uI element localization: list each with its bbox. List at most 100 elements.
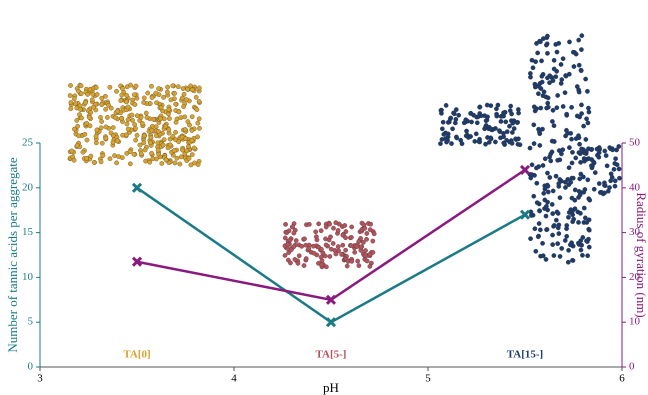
molecule-atom	[551, 211, 555, 215]
chart: pH Number of tannic acids per aggregate …	[0, 0, 648, 395]
molecule-atom	[187, 156, 191, 160]
molecule-atom	[579, 103, 583, 107]
molecule-atom	[535, 181, 539, 185]
molecule-atom	[485, 103, 489, 107]
molecule-atom	[587, 228, 591, 232]
molecule-atom	[368, 222, 372, 226]
molecule-atom	[597, 155, 601, 159]
molecule-atom	[343, 236, 347, 240]
molecule-atom	[586, 156, 590, 160]
molecule-atom	[442, 132, 446, 136]
molecule-atom	[476, 115, 480, 119]
annotation: TA[5-]	[316, 349, 347, 361]
molecule-atom	[156, 141, 160, 145]
molecule-atom	[533, 227, 537, 231]
molecule-atom	[586, 121, 590, 125]
molecule-atom	[578, 193, 582, 197]
molecule-image	[438, 103, 522, 147]
molecule-atom	[540, 80, 544, 84]
y-tick-label: 0	[28, 361, 34, 373]
molecule-atom	[449, 141, 453, 145]
molecule-atom	[100, 141, 104, 145]
molecule-atom	[142, 100, 146, 104]
molecule-atom	[577, 38, 581, 42]
molecule-atom	[528, 75, 532, 79]
molecule-atom	[339, 252, 343, 256]
molecule-atom	[132, 152, 136, 156]
molecule-atom	[590, 147, 594, 151]
molecule-atom	[176, 139, 180, 143]
molecule-atom	[173, 130, 177, 134]
molecule-atom	[197, 99, 201, 103]
molecule-atom	[349, 243, 353, 247]
molecule-atom	[535, 201, 539, 205]
molecule-atom	[88, 124, 92, 128]
annotation: TA[15-]	[507, 349, 543, 361]
molecule-atom	[551, 189, 555, 193]
molecule-atom	[345, 264, 349, 268]
molecule-atom	[516, 107, 520, 111]
molecule-atom	[161, 143, 165, 147]
molecule-atom	[154, 125, 158, 129]
molecule-atom	[501, 141, 505, 145]
molecule-atom	[494, 112, 498, 116]
molecule-atom	[109, 106, 113, 110]
molecule-atom	[551, 108, 555, 112]
molecule-atom	[469, 120, 473, 124]
molecule-atom	[545, 171, 549, 175]
molecule-atom	[572, 64, 576, 68]
molecule-atom	[602, 183, 606, 187]
molecule-atom	[539, 106, 543, 110]
molecule-atom	[312, 251, 316, 255]
y2-tick-label: 20	[629, 271, 641, 283]
molecule-atom	[297, 254, 301, 258]
molecule-atom	[579, 68, 583, 72]
molecule-atom	[75, 143, 79, 147]
molecule-atom	[180, 96, 184, 100]
molecule-atom	[544, 257, 548, 261]
point-marker	[521, 166, 529, 174]
molecule-atom	[532, 105, 536, 109]
molecule-atom	[441, 120, 445, 124]
molecule-atom	[288, 261, 292, 265]
molecule-atom	[68, 93, 72, 97]
molecule-atom	[179, 115, 183, 119]
molecule-atom	[563, 180, 567, 184]
y-tick-label: 5	[28, 316, 34, 328]
molecule-atom	[114, 161, 118, 165]
molecule-atom	[91, 92, 95, 96]
molecule-atom	[181, 86, 185, 90]
molecule-atom	[508, 108, 512, 112]
molecule-atom	[334, 252, 338, 256]
molecule-atom	[357, 263, 361, 267]
molecule-atom	[142, 141, 146, 145]
molecule-atom	[83, 101, 87, 105]
molecule-atom	[120, 86, 124, 90]
molecule-atom	[593, 170, 597, 174]
molecule-atom	[89, 154, 93, 158]
molecule-atom	[559, 62, 563, 66]
molecule-atom	[92, 160, 96, 164]
molecule-atom	[190, 138, 194, 142]
molecule-atom	[302, 237, 306, 241]
molecule-atom	[579, 47, 583, 51]
molecule-atom	[543, 198, 547, 202]
molecule-atom	[171, 134, 175, 138]
molecule-atom	[585, 220, 589, 224]
molecule-atom	[91, 105, 95, 109]
molecule-atom	[538, 143, 542, 147]
molecule-atom	[536, 234, 540, 238]
molecule-atom	[584, 149, 588, 153]
molecule-atom	[583, 187, 587, 191]
molecule-atom	[453, 121, 457, 125]
molecule-atom	[581, 124, 585, 128]
molecule-atom	[323, 237, 327, 241]
molecule-atom	[583, 77, 587, 81]
molecule-atom	[189, 163, 193, 167]
molecule-atom	[578, 151, 582, 155]
molecule-atom	[343, 248, 347, 252]
molecule-atom	[575, 84, 579, 88]
molecule-atom	[133, 138, 137, 142]
molecule-atom	[477, 105, 481, 109]
molecule-atom	[574, 156, 578, 160]
